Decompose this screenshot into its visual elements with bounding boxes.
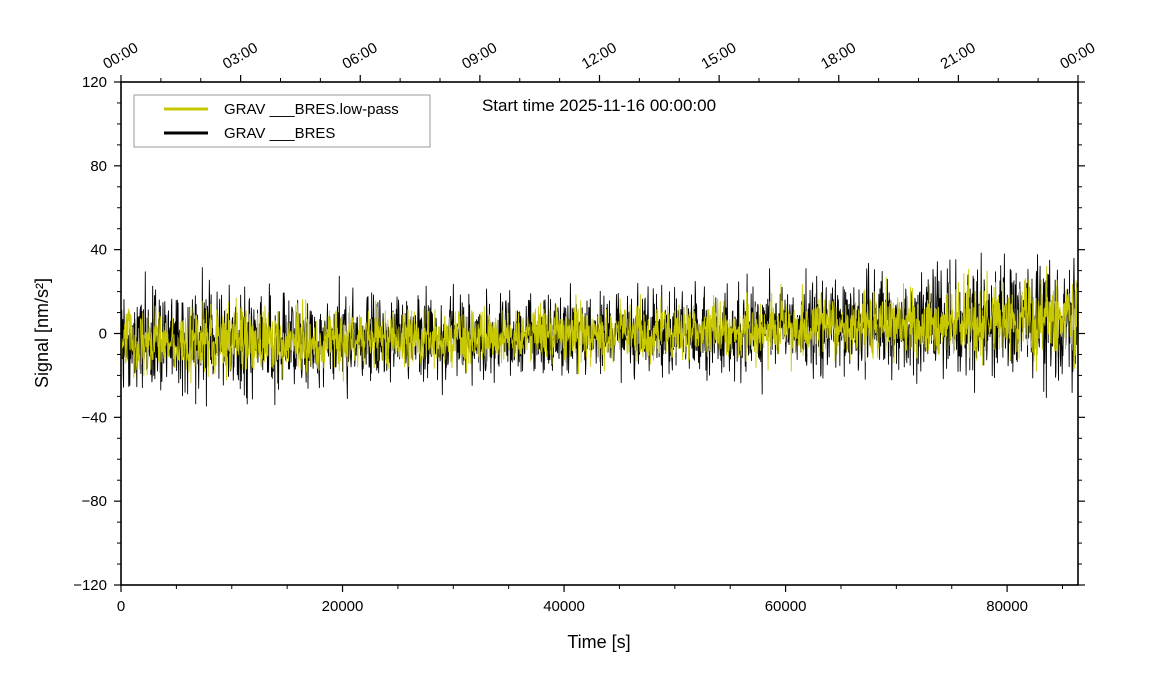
x-axis-title: Time [s] [567, 632, 630, 652]
legend-box [133, 94, 431, 148]
y-tick-label: −40 [82, 409, 107, 426]
y-tick-label: 0 [99, 326, 107, 343]
top-time-label: 21:00 [938, 39, 979, 72]
y-tick-label: 80 [90, 158, 107, 175]
top-time-label: 03:00 [220, 39, 261, 72]
x-tick-label: 0 [117, 598, 125, 615]
top-time-label: 15:00 [698, 39, 739, 72]
y-axis-title: Signal [nm/s²] [32, 278, 52, 388]
x-tick-label: 20000 [322, 598, 364, 615]
legend: GRAV ___BRES.low-pass GRAV ___BRES [133, 94, 431, 148]
top-time-label: 12:00 [579, 39, 620, 72]
y-tick-label: −120 [73, 577, 107, 594]
top-time-label: 09:00 [459, 39, 500, 72]
x-tick-label: 80000 [986, 598, 1028, 615]
y-tick-label: 120 [82, 74, 107, 91]
y-tick-label: −80 [82, 493, 107, 510]
top-time-label: 18:00 [818, 39, 859, 72]
legend-label-raw: GRAV ___BRES [224, 125, 335, 142]
top-time-label: 06:00 [339, 39, 380, 72]
legend-label-lowpass: GRAV ___BRES.low-pass [224, 101, 399, 118]
series-line-lowpass [121, 265, 1078, 388]
y-tick-label: 40 [90, 242, 107, 259]
x-tick-label: 40000 [543, 598, 585, 615]
top-time-label: 00:00 [100, 39, 141, 72]
top-time-label: 00:00 [1057, 39, 1098, 72]
plot-series [121, 252, 1078, 407]
start-time-annotation: Start time 2025-11-16 00:00:00 [482, 96, 716, 115]
x-tick-label: 60000 [765, 598, 807, 615]
